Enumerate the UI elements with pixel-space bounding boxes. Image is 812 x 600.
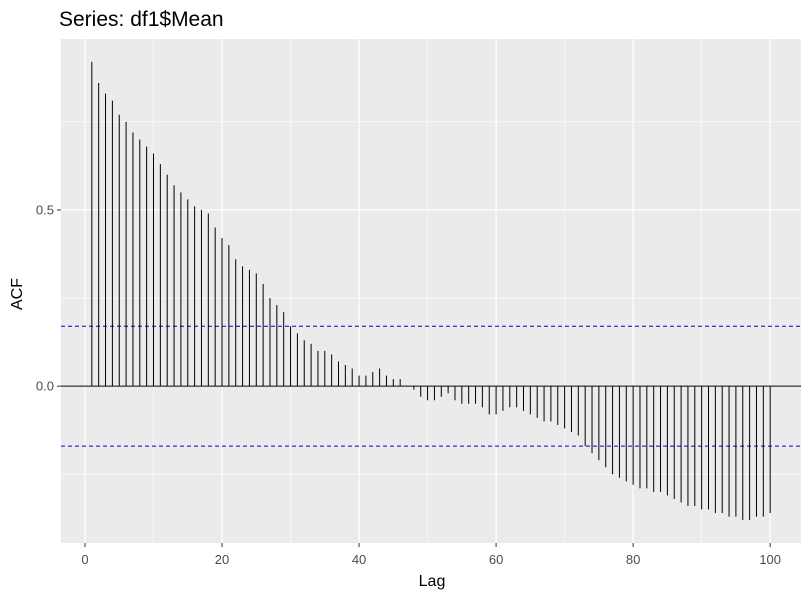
y-tick-labels: 0.0 0.5 bbox=[36, 202, 61, 394]
chart-title: Series: df1$Mean bbox=[59, 8, 224, 31]
y-tick-label: 0.5 bbox=[36, 202, 54, 217]
panel-background bbox=[61, 39, 801, 543]
x-tick-label: 80 bbox=[626, 552, 640, 567]
plot-panel bbox=[61, 39, 801, 543]
x-tick-label: 60 bbox=[489, 552, 503, 567]
x-tick-label: 0 bbox=[81, 552, 88, 567]
y-tick-label: 0.0 bbox=[36, 379, 54, 394]
y-axis-label: ACF bbox=[9, 278, 26, 310]
x-tick-labels: 0 20 40 60 80 100 bbox=[81, 543, 781, 567]
x-tick-label: 100 bbox=[759, 552, 781, 567]
x-axis-label: Lag bbox=[419, 573, 446, 590]
x-tick-label: 20 bbox=[215, 552, 229, 567]
x-tick-label: 40 bbox=[352, 552, 366, 567]
